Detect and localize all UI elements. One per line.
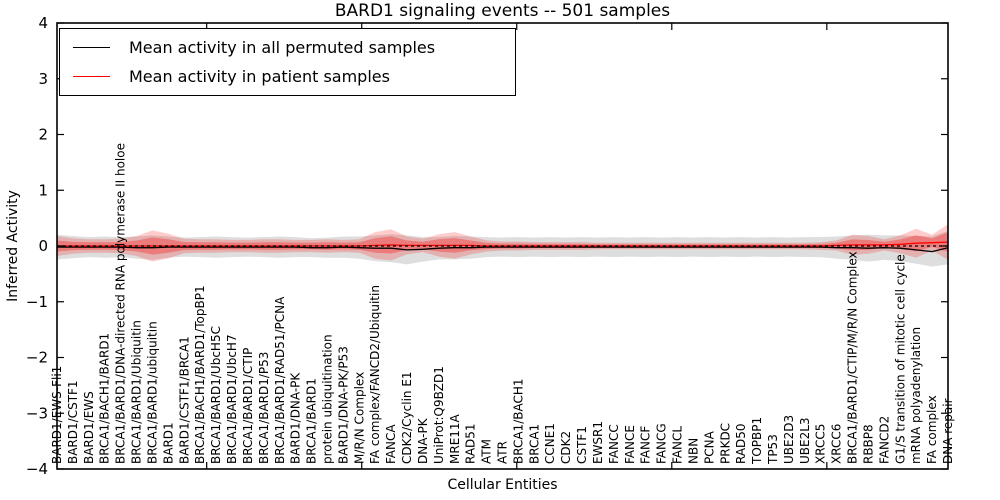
- x-category-label: BRCA1/BARD1/DNA-directed RNA polymerase …: [114, 143, 128, 464]
- x-category-label: G1/S transition of mitotic cell cycle: [893, 254, 907, 464]
- x-category-label: BARD1/CSTF1: [66, 380, 80, 464]
- x-category-label: BARD1: [161, 422, 175, 464]
- x-category-label: protein ubiquitination: [320, 334, 334, 464]
- x-category-label: FANCC: [607, 424, 621, 464]
- x-category-label: PCNA: [702, 430, 716, 464]
- x-category-label: mRNA polyadenylation: [909, 327, 923, 464]
- x-category-label: RBBP8: [861, 424, 875, 464]
- y-tick-label: −1: [26, 293, 48, 311]
- x-category-label: BARD1/EWS: [82, 391, 96, 464]
- x-axis-label: Cellular Entities: [447, 477, 558, 493]
- x-category-label: EWSR1: [591, 421, 605, 464]
- x-category-label: BARD1/DNA-PK: [289, 372, 303, 464]
- x-category-label: UniProt:Q9BZD1: [432, 366, 446, 464]
- x-category-label: FANCD2: [877, 416, 891, 464]
- legend-item: Mean activity in all permuted samples: [60, 38, 515, 57]
- y-tick-label: −2: [26, 349, 48, 367]
- x-category-label: BRCA1/BARD1/ubiquitin: [145, 321, 159, 464]
- x-category-label: CDK2/Cyclin E1: [400, 371, 414, 464]
- x-category-label: BRCA1/BACH1/BARD1/TopBP1: [193, 285, 207, 464]
- x-category-label: BRCA1/BACH1/BARD1: [98, 333, 112, 464]
- x-category-label: FANCE: [623, 425, 637, 464]
- x-category-label: NBN: [686, 438, 700, 464]
- chart-title: BARD1 signaling events -- 501 samples: [334, 1, 671, 21]
- axes: 4 3 2 1 0 −1 −2 −3 −4: [26, 14, 949, 478]
- x-category-label: UBE2L3: [798, 417, 812, 464]
- x-category-label: FANCL: [671, 426, 685, 464]
- x-category-label: MRE11A: [448, 413, 462, 464]
- x-category-label: RAD50: [734, 423, 748, 464]
- x-category-label: BRCA1/BARD1/CTIP/M/R/N Complex: [846, 251, 860, 464]
- y-tick-label: 1: [38, 181, 48, 199]
- x-category-label: FANCG: [655, 423, 669, 464]
- x-category-label: ATR: [496, 441, 510, 464]
- x-category-label: BRCA1/BARD1/UbcH5C: [209, 326, 223, 464]
- x-category-label: FANCA: [384, 424, 398, 464]
- patient-std-band: [57, 224, 948, 262]
- x-category-label: FA complex: [925, 395, 939, 464]
- x-category-label: TP53: [766, 434, 780, 465]
- x-category-label: CDK2: [559, 431, 573, 464]
- x-category-label: BRCA1: [527, 424, 541, 464]
- legend-label: Mean activity in all permuted samples: [129, 38, 436, 58]
- x-category-label: BARD1/CSTF1/BRCA1: [177, 336, 191, 464]
- x-category-label: BRCA1/BACH1: [511, 378, 525, 464]
- y-tick-label: 4: [38, 14, 48, 32]
- x-category-label: BRCA1/BARD1: [305, 378, 319, 464]
- x-category-label: UBE2D3: [782, 415, 796, 464]
- std-bands: [57, 224, 948, 267]
- y-tick-label: −4: [26, 460, 48, 478]
- permuted-line-swatch: [73, 47, 110, 49]
- x-category-label: BRCA1/BARD1/RAD51/PCNA: [273, 296, 287, 464]
- permuted-mean-line: [57, 246, 949, 253]
- patient-line-swatch: [73, 75, 110, 77]
- x-category-label: RAD51: [464, 423, 478, 464]
- x-category-label: BRCA1/BARD1/P53: [257, 352, 271, 464]
- x-category-label: FA complex/FANCD2/Ubiquitin: [368, 285, 382, 464]
- y-tick-label: 3: [38, 70, 48, 88]
- x-category-label: ATM: [480, 439, 494, 464]
- x-category-label: TOPBP1: [750, 417, 764, 465]
- x-category-label: XRCC5: [814, 424, 828, 464]
- y-axis-label: Inferred Activity: [5, 190, 21, 302]
- x-category-label: BRCA1/BARD1/Ubiquitin: [130, 320, 144, 464]
- x-category-label: DNA-PK: [416, 417, 430, 464]
- y-tick-label: −3: [26, 404, 48, 422]
- legend-label: Mean activity in patient samples: [129, 66, 390, 86]
- x-category-labels: BARD1/EWS-Fli1 BARD1/CSTF1 BARD1/EWS BRCA1/…: [50, 143, 955, 465]
- x-category-label: BRCA1/BARD1/UbcH7: [225, 334, 239, 464]
- y-tick-label: 0: [38, 237, 48, 255]
- patient-std-band-inner: [57, 232, 948, 255]
- x-category-label: XRCC6: [830, 424, 844, 464]
- x-category-label: M/R/N Complex: [352, 372, 366, 464]
- x-category-label: PRKDC: [718, 423, 732, 464]
- x-category-label: BARD1/DNA-PK/P53: [336, 346, 350, 464]
- x-category-label: FANCF: [639, 426, 653, 464]
- legend: Mean activity in all permuted samples Me…: [59, 28, 516, 96]
- x-category-label: CCNE1: [543, 423, 557, 464]
- x-category-label: CSTF1: [575, 426, 589, 464]
- permuted-std-band: [57, 230, 948, 267]
- mean-lines: [57, 241, 949, 253]
- legend-item: Mean activity in patient samples: [60, 67, 515, 86]
- x-category-label: BRCA1/BARD1/CTIP: [241, 348, 255, 464]
- y-tick-label: 2: [38, 126, 48, 144]
